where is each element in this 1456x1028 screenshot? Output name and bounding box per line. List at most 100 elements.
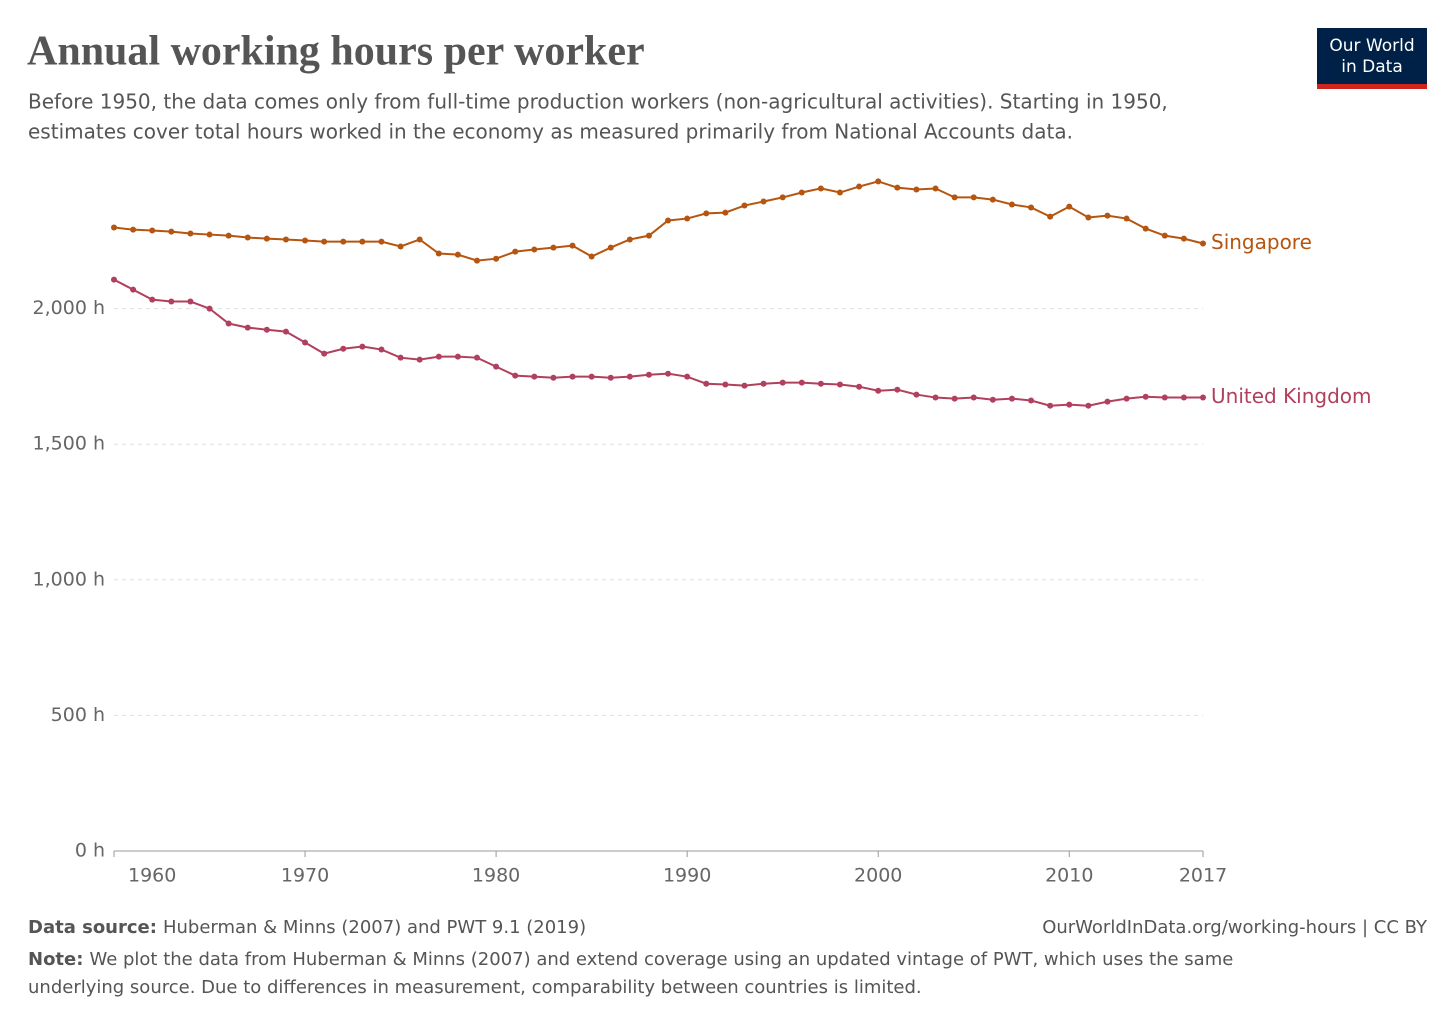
point: [111, 224, 117, 231]
point: [454, 353, 461, 360]
point: [645, 371, 652, 378]
point: [856, 383, 863, 390]
point: [837, 381, 843, 388]
point: [378, 346, 385, 353]
point: [588, 253, 595, 260]
point: [531, 246, 538, 253]
y-tick-label: 500 h: [51, 704, 105, 726]
x-tick-label: 2000: [854, 865, 902, 887]
point: [1008, 395, 1015, 402]
source: Data source: Huberman & Minns (2007) and …: [28, 917, 586, 938]
point: [263, 235, 270, 242]
point: [1047, 213, 1054, 220]
point: [130, 226, 137, 233]
point: [626, 373, 633, 380]
point: [913, 391, 920, 398]
point: [187, 298, 194, 305]
point: [1085, 402, 1092, 409]
point: [970, 394, 977, 401]
point: [1066, 401, 1073, 408]
point: [913, 186, 920, 193]
note: underlying source. Due to differences in…: [28, 977, 922, 998]
point: [340, 238, 347, 245]
point: [168, 228, 175, 235]
y-tick-label: 0 h: [75, 840, 105, 862]
point: [856, 183, 863, 190]
point: [130, 286, 137, 293]
point: [206, 305, 213, 312]
point: [837, 189, 843, 196]
subtitle: estimates cover total hours worked in th…: [28, 120, 1073, 144]
point: [665, 370, 672, 377]
point: [951, 395, 958, 402]
point: [244, 324, 251, 331]
point: [894, 184, 901, 191]
point: [359, 238, 366, 245]
point: [665, 217, 672, 224]
point: [1066, 203, 1073, 210]
logo-text: Our World: [1329, 36, 1414, 56]
point: [225, 232, 232, 239]
note-text: underlying source. Due to differences in…: [28, 977, 922, 998]
y-tick-label: 1,000 h: [33, 568, 105, 590]
point: [302, 237, 309, 244]
point: [951, 194, 958, 201]
point: [684, 215, 691, 222]
note: Note: We plot the data from Huberman & Mi…: [28, 949, 1233, 970]
point: [741, 382, 748, 389]
point: [894, 386, 901, 393]
y-tick-label: 2,000 h: [33, 297, 105, 319]
point: [359, 343, 366, 350]
point: [989, 196, 996, 203]
point: [111, 276, 117, 283]
series-label: Singapore: [1211, 230, 1312, 254]
point: [1142, 393, 1149, 400]
point: [569, 373, 576, 380]
point: [1008, 201, 1015, 208]
point: [512, 248, 519, 255]
point: [244, 234, 251, 241]
point: [1123, 215, 1130, 222]
point: [493, 255, 500, 262]
point: [1104, 398, 1111, 405]
point: [779, 194, 786, 201]
x-tick-label: 1990: [663, 865, 711, 887]
series-line: [113, 180, 1204, 262]
point: [1161, 232, 1168, 239]
point: [932, 185, 939, 192]
note-text: We plot the data from Huberman & Minns (…: [89, 949, 1233, 970]
note-label: Note:: [28, 949, 83, 970]
point: [474, 257, 480, 264]
point: [703, 380, 710, 387]
url: OurWorldInData.org/working-hours | CC BY: [1042, 917, 1428, 938]
point: [875, 387, 882, 394]
point: [397, 354, 404, 361]
y-tick-label: 1,500 h: [33, 433, 105, 455]
point: [1200, 394, 1206, 401]
source-label: Data source:: [28, 917, 157, 938]
point: [703, 210, 710, 217]
point: [970, 194, 977, 201]
logo-text: in Data: [1341, 57, 1403, 77]
point: [378, 238, 385, 245]
point: [760, 380, 767, 387]
point: [1104, 212, 1111, 219]
x-tick-label: 1980: [472, 865, 520, 887]
point: [875, 178, 882, 185]
point: [1028, 397, 1035, 404]
point: [779, 379, 786, 386]
point: [340, 345, 347, 352]
point: [645, 232, 652, 239]
point: [569, 242, 576, 249]
subtitle: Before 1950, the data comes only from fu…: [28, 90, 1168, 114]
point: [416, 356, 423, 363]
point: [282, 328, 289, 335]
point: [722, 381, 729, 388]
point: [760, 198, 767, 205]
point: [550, 244, 557, 251]
point: [989, 396, 996, 403]
point: [817, 185, 824, 192]
point: [550, 374, 557, 381]
point: [493, 363, 500, 370]
